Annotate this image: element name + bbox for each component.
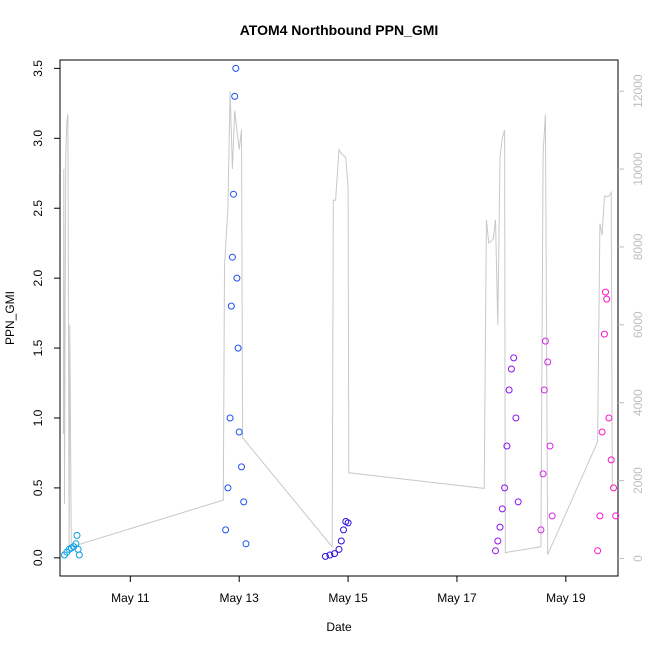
- y2-tick-label: 0: [631, 555, 645, 562]
- y-axis-label: PPN_GMI: [3, 291, 17, 345]
- y-tick-label: 0.5: [31, 479, 45, 496]
- point-s2-4: [337, 537, 345, 545]
- point-s2-3: [335, 545, 343, 553]
- point-s2-5: [340, 526, 347, 534]
- point-s1-5: [230, 190, 237, 198]
- point-s1-13: [242, 540, 250, 548]
- y2-tick-label: 8000: [631, 233, 645, 260]
- point-s3-1: [494, 537, 502, 545]
- point-s1-12: [240, 498, 248, 506]
- chart-title: ATOM4 Northbound PPN_GMI: [240, 22, 439, 38]
- x-tick-label: May 15: [328, 591, 368, 605]
- secondary-line: [62, 91, 613, 555]
- x-tick-label: May 19: [546, 591, 586, 605]
- point-s1-0: [222, 526, 230, 534]
- point-s3-6: [505, 386, 513, 394]
- point-s3-4: [501, 484, 509, 492]
- y-tick-label: 2.5: [31, 200, 45, 217]
- point-s5-3: [600, 330, 608, 338]
- point-s2-2: [331, 550, 338, 558]
- point-s1-3: [227, 302, 235, 310]
- point-s3-9: [512, 414, 520, 422]
- point-s3-3: [498, 505, 506, 513]
- point-s5-1: [596, 512, 604, 520]
- point-s5-5: [603, 295, 611, 303]
- y-tick-label: 1.0: [31, 409, 45, 426]
- point-s1-6: [231, 92, 239, 100]
- point-s5-9: [612, 512, 620, 520]
- point-s3-10: [514, 498, 522, 506]
- point-s5-6: [605, 414, 613, 422]
- point-s0-7: [74, 545, 82, 553]
- y-axis: 0.0 0.5 1.0 1.5 2.0 2.5 3.0 3.5: [31, 60, 60, 566]
- y-tick-label: 3.0: [31, 130, 45, 147]
- y2-tick-label: 12000: [631, 74, 645, 108]
- point-s5-8: [610, 484, 617, 492]
- x-tick-label: May 11: [111, 591, 150, 605]
- point-s5-7: [607, 456, 615, 464]
- y-tick-label: 0.0: [31, 549, 45, 566]
- x-tick-label: May 13: [220, 591, 260, 605]
- point-s0-8: [75, 551, 83, 559]
- point-s3-8: [510, 354, 518, 362]
- point-s1-8: [233, 274, 241, 282]
- point-s0-6: [73, 531, 81, 539]
- point-s1-2: [226, 414, 234, 422]
- point-s1-4: [228, 253, 236, 261]
- point-s4-1: [539, 470, 547, 478]
- point-s1-1: [224, 484, 232, 492]
- point-s5-4: [602, 288, 609, 296]
- y2-tick-label: 4000: [631, 389, 645, 416]
- y-tick-label: 3.5: [31, 60, 45, 77]
- point-s4-5: [546, 442, 554, 450]
- point-s3-7: [507, 365, 515, 373]
- y2-tick-label: 2000: [631, 467, 645, 494]
- point-s3-5: [503, 442, 511, 450]
- scatter-points: [61, 64, 620, 560]
- point-s5-0: [594, 547, 602, 555]
- point-s3-2: [496, 523, 504, 531]
- point-s4-2: [540, 386, 548, 394]
- point-s1-10: [235, 428, 243, 436]
- point-s3-0: [492, 547, 499, 555]
- point-s4-4: [544, 358, 552, 366]
- plot-border: [59, 59, 619, 577]
- secondary-line-path: [62, 91, 613, 555]
- point-s2-1: [326, 551, 334, 559]
- x-tick-label: May 17: [437, 591, 477, 605]
- point-s1-7: [232, 64, 240, 72]
- x-axis: May 11 May 13 May 15 May 17 May 19: [111, 576, 586, 605]
- point-s4-0: [537, 526, 545, 534]
- y2-tick-label: 10000: [631, 152, 645, 186]
- point-s2-7: [344, 519, 352, 527]
- x-axis-label: Date: [326, 620, 352, 634]
- y-tick-label: 2.0: [31, 269, 45, 286]
- point-s5-2: [598, 428, 606, 436]
- point-s4-6: [548, 512, 556, 520]
- point-s2-0: [321, 552, 329, 560]
- point-s4-3: [541, 337, 549, 345]
- y2-tick-label: 6000: [631, 311, 645, 338]
- point-s1-11: [238, 463, 245, 471]
- point-s1-9: [234, 344, 242, 352]
- secondary-y-axis: 0 2000 4000 6000 8000 10000 12000: [618, 74, 645, 562]
- y-tick-label: 1.5: [31, 339, 45, 356]
